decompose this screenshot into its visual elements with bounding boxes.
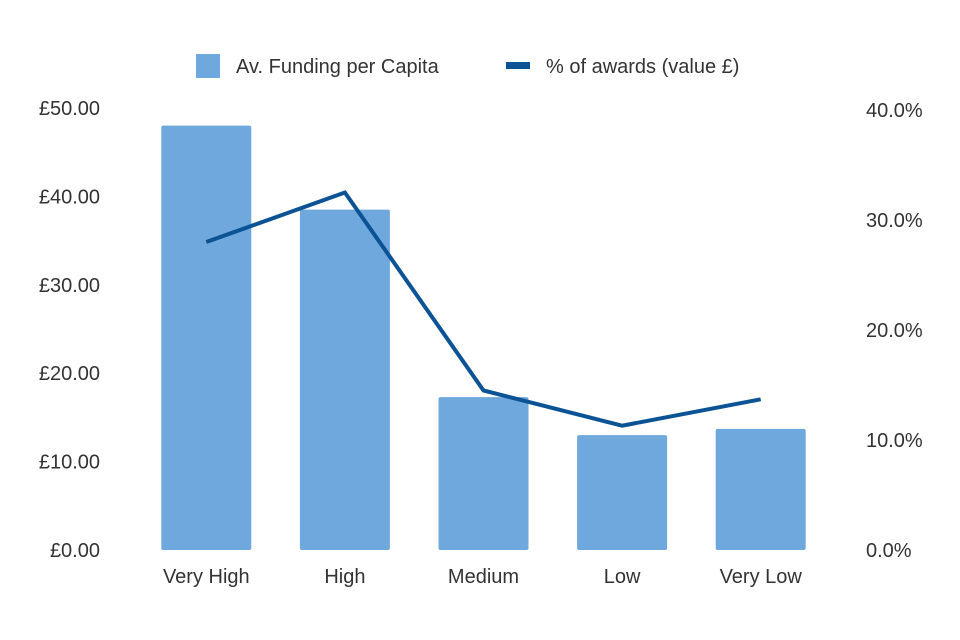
- chart-legend: Av. Funding per Capita % of awards (valu…: [196, 54, 739, 78]
- right-tick-label: 20.0%: [866, 320, 923, 342]
- left-y-axis: £0.00 £10.00 £20.00 £30.00 £40.00 £50.00: [39, 98, 100, 562]
- legend-line-label: % of awards (value £): [546, 56, 739, 78]
- bar: [577, 435, 668, 550]
- bar-series: [161, 125, 806, 551]
- left-tick-label: £30.00: [39, 275, 100, 297]
- left-tick-label: £0.00: [50, 540, 100, 562]
- x-tick-label: Low: [604, 566, 641, 588]
- legend-bar-swatch: [196, 54, 220, 78]
- bar: [299, 209, 390, 550]
- bar: [161, 125, 252, 551]
- left-tick-label: £20.00: [39, 363, 100, 385]
- legend-line-swatch: [506, 62, 530, 69]
- right-tick-label: 40.0%: [866, 100, 923, 122]
- x-tick-label: Very Low: [720, 566, 803, 588]
- left-tick-label: £50.00: [39, 98, 100, 120]
- line-series: [205, 190, 762, 428]
- line-path: [205, 190, 762, 428]
- bar: [715, 428, 806, 550]
- right-tick-label: 10.0%: [866, 430, 923, 452]
- x-tick-label: Medium: [448, 566, 519, 588]
- right-tick-label: 30.0%: [866, 210, 923, 232]
- x-axis: Very High High Medium Low Very Low: [163, 566, 802, 588]
- right-y-axis: 0.0% 10.0% 20.0% 30.0% 40.0%: [866, 100, 923, 562]
- left-tick-label: £40.00: [39, 186, 100, 208]
- left-tick-label: £10.00: [39, 452, 100, 474]
- bar: [438, 397, 529, 550]
- right-tick-label: 0.0%: [866, 540, 912, 562]
- x-tick-label: Very High: [163, 566, 250, 588]
- legend-bar-label: Av. Funding per Capita: [236, 56, 440, 78]
- x-tick-label: High: [324, 566, 365, 588]
